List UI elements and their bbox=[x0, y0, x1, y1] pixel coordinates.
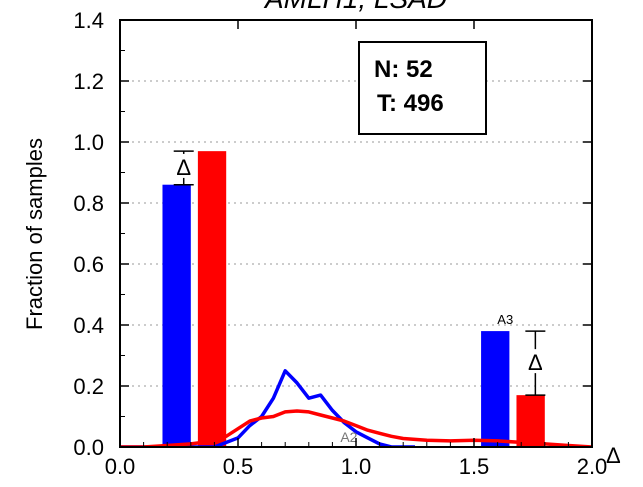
plot-frame bbox=[119, 19, 593, 448]
chart-title: AMLH1, LSAD bbox=[263, 0, 447, 14]
delta-label: Δ bbox=[528, 350, 543, 375]
y-tick-label: 0.8 bbox=[73, 191, 104, 216]
curve-annotation: A2 bbox=[340, 429, 357, 445]
annotations: A1A3A2ΔΔ bbox=[171, 150, 548, 445]
delta-label-bg bbox=[523, 349, 548, 374]
bar bbox=[516, 395, 545, 447]
gridlines bbox=[120, 80, 592, 387]
delta-label-bg bbox=[171, 153, 196, 178]
y-tick-label: 0.4 bbox=[73, 313, 104, 338]
stats-n: N: 52 bbox=[374, 56, 433, 83]
y-tick-label: 0.2 bbox=[73, 374, 104, 399]
curve-line bbox=[120, 409, 592, 447]
stats-box: N: 52 T: 496 bbox=[358, 41, 487, 135]
x-tick-label: 0.0 bbox=[105, 454, 136, 479]
curve-series bbox=[120, 369, 592, 447]
bar bbox=[162, 184, 191, 447]
x-tick-label: 2.0 bbox=[577, 454, 608, 479]
axis-ticks: 0.0 0.5 1.0 1.5 2.0 0.0 0.2 0.4 0.6 0.8 1.0 1.2 1.4 bbox=[73, 8, 607, 479]
y-tick-label: 1.4 bbox=[73, 8, 104, 33]
bar bbox=[197, 151, 227, 447]
bar-series bbox=[162, 151, 545, 447]
x-tick-label: 0.5 bbox=[223, 454, 254, 479]
stats-t: T: 496 bbox=[377, 90, 444, 117]
bar bbox=[481, 331, 510, 447]
stats-box-frame bbox=[358, 41, 487, 135]
x-tick-label: 1.5 bbox=[459, 454, 490, 479]
x-tick-label: 1.0 bbox=[341, 454, 372, 479]
curve-line bbox=[120, 369, 415, 447]
y-tick-label: 1.0 bbox=[73, 130, 104, 155]
bar-annotation: A3 bbox=[497, 312, 513, 327]
y-tick-label: 0.0 bbox=[73, 435, 104, 460]
y-tick-label: 1.2 bbox=[73, 69, 104, 94]
y-tick-label: 0.6 bbox=[73, 252, 104, 277]
delta-label: Δ bbox=[176, 155, 191, 180]
x-axis-label: Δ bbox=[606, 443, 621, 468]
y-axis-label: Fraction of samples bbox=[22, 138, 47, 330]
delta-marker: Δ bbox=[171, 150, 196, 186]
delta-marker: Δ bbox=[523, 330, 548, 396]
